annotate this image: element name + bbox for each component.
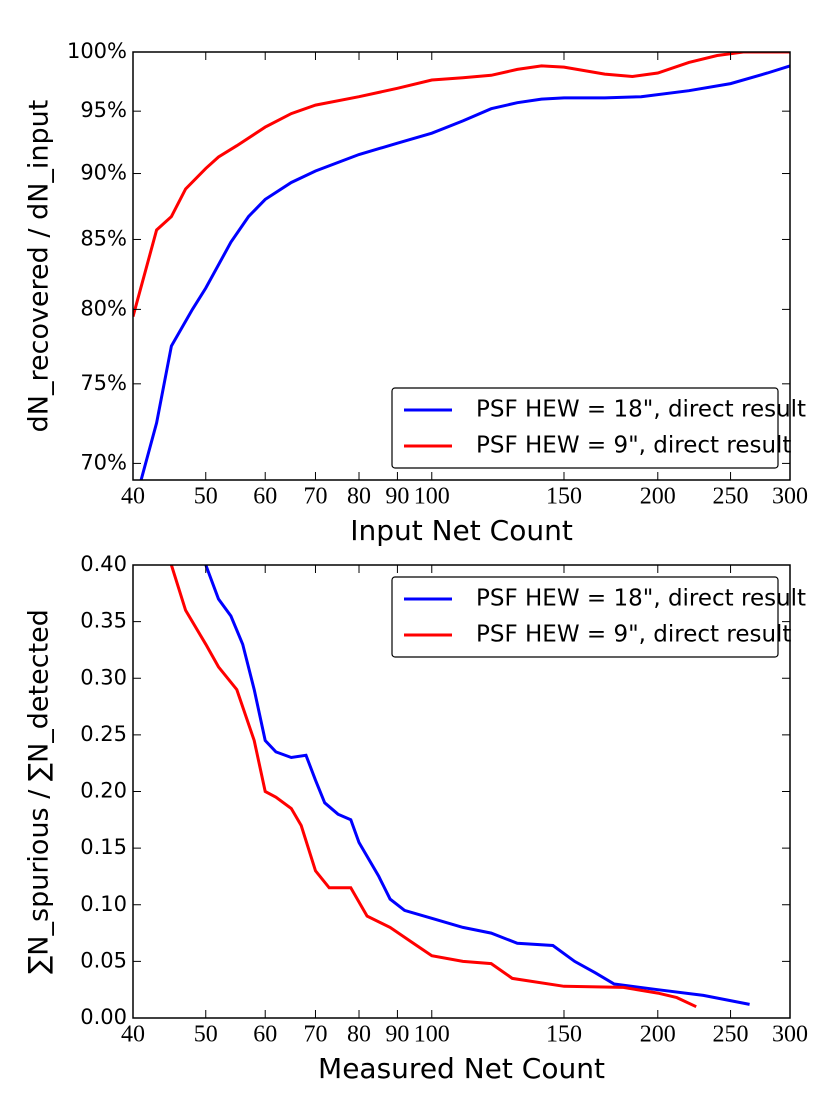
x-tick-label: 70 xyxy=(303,484,327,510)
x-tick-label: 50 xyxy=(194,484,218,510)
x-tick-label: 60 xyxy=(253,1022,277,1048)
y-tick-label: 0.10 xyxy=(80,892,127,916)
y-tick-label: 85% xyxy=(80,226,127,250)
y-tick-label: 95% xyxy=(80,98,127,122)
x-tick-label: 50 xyxy=(194,1022,218,1048)
subplot: 40 50 60 70 80 90 100 150 200 250 300 70% 75% 80% 85% 9… xyxy=(24,39,809,547)
y-tick-label: 0.25 xyxy=(80,722,127,746)
x-tick-label: 40 xyxy=(121,484,145,510)
x-tick-label: 200 xyxy=(640,1022,676,1048)
data-line xyxy=(133,52,790,317)
x-tick-label: 250 xyxy=(713,484,749,510)
y-tick-label: 0.40 xyxy=(80,552,127,576)
legend-box xyxy=(391,576,779,658)
y-tick-label: 0.20 xyxy=(80,779,127,803)
legend-label: PSF HEW = 9", direct result xyxy=(476,433,791,459)
x-axis-label: Measured Net Count xyxy=(318,1052,605,1085)
y-axis-label: dN_recovered / dN_input xyxy=(24,100,55,433)
x-axis-label: Input Net Count xyxy=(350,514,573,547)
data-line xyxy=(139,64,790,480)
y-tick-label: 0.15 xyxy=(80,835,127,859)
x-tick-label: 150 xyxy=(546,1022,582,1048)
subplot: 40 50 60 70 80 90 100 150 200 250 300 0.00 0.05 0.10 0… xyxy=(24,552,809,1085)
y-tick-label: 0.35 xyxy=(80,609,127,633)
y-tick-label: 0.30 xyxy=(80,665,127,689)
legend-label: PSF HEW = 18", direct result xyxy=(476,586,806,612)
x-tick-label: 90 xyxy=(385,1022,409,1048)
axes-frame xyxy=(132,51,791,481)
x-tick-label: 70 xyxy=(303,1022,327,1048)
x-tick-label: 300 xyxy=(772,1022,808,1048)
y-tick-label: 100% xyxy=(67,39,127,63)
legend-label: PSF HEW = 18", direct result xyxy=(476,397,806,423)
x-tick-label: 100 xyxy=(414,484,450,510)
axes-frame xyxy=(132,564,791,1019)
x-tick-label: 90 xyxy=(385,484,409,510)
legend-label: PSF HEW = 9", direct result xyxy=(476,622,791,648)
x-tick-label: 60 xyxy=(253,484,277,510)
data-line xyxy=(204,565,750,1006)
x-tick-label: 200 xyxy=(640,484,676,510)
x-tick-label: 150 xyxy=(546,484,582,510)
y-tick-label: 90% xyxy=(80,161,127,185)
x-tick-label: 80 xyxy=(347,1022,371,1048)
x-tick-label: 100 xyxy=(414,1022,450,1048)
data-line xyxy=(169,565,697,1009)
x-tick-label: 40 xyxy=(121,1022,145,1048)
x-tick-label: 300 xyxy=(772,484,808,510)
x-tick-label: 250 xyxy=(713,1022,749,1048)
y-axis-label: ∑N_spurious / ∑N_detected xyxy=(24,609,55,974)
legend-box xyxy=(391,387,779,469)
y-tick-label: 70% xyxy=(80,450,127,474)
y-tick-label: 75% xyxy=(80,371,127,395)
y-tick-label: 0.00 xyxy=(80,1005,127,1029)
x-tick-label: 80 xyxy=(347,484,371,510)
y-tick-label: 0.05 xyxy=(80,948,127,972)
y-tick-label: 80% xyxy=(80,296,127,320)
